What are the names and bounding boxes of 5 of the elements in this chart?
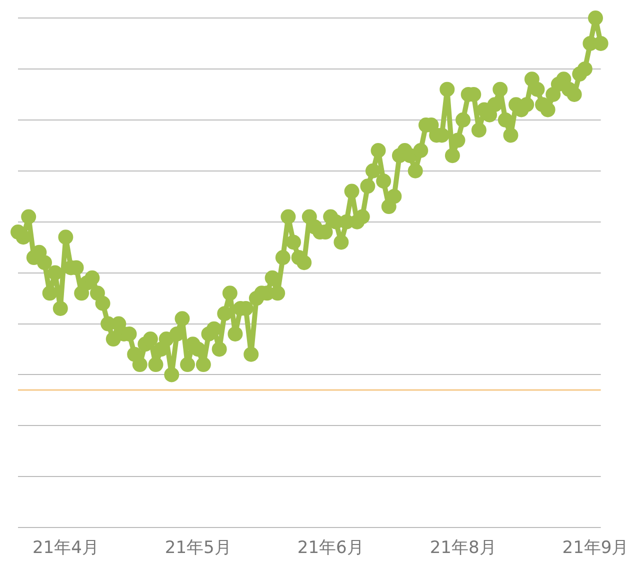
x-tick-label: 21年9月 bbox=[562, 538, 629, 558]
x-tick-label: 21年5月 bbox=[164, 538, 232, 558]
x-tick-label: 21年6月 bbox=[297, 538, 364, 558]
x-tick-label: 21年8月 bbox=[430, 538, 496, 558]
x-tick-label: 21年4月 bbox=[32, 538, 99, 558]
